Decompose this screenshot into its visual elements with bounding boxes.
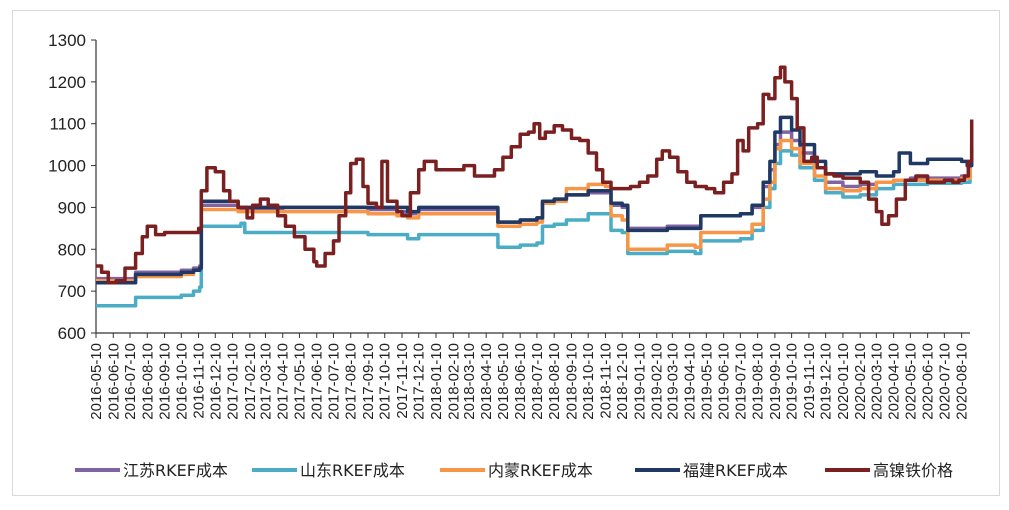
chart-frame bbox=[12, 10, 1000, 496]
x-tick-label: 2017-06-10 bbox=[309, 343, 326, 420]
x-tick-label: 2020-02-10 bbox=[852, 343, 869, 420]
series-layer bbox=[96, 65, 974, 308]
x-tick-label: 2019-09-10 bbox=[767, 343, 784, 420]
x-tick-label: 2016-08-10 bbox=[139, 343, 156, 420]
x-tick-label: 2018-06-10 bbox=[512, 343, 529, 420]
legend-item: 江苏RKEF成本 bbox=[75, 461, 228, 480]
x-tick-label: 2017-08-10 bbox=[343, 343, 360, 420]
x-tick-label: 2017-05-10 bbox=[291, 343, 308, 420]
y-axis: 600 700 800 900 1000 1100 1200 1300 bbox=[48, 31, 97, 343]
x-tick-label: 2019-12-10 bbox=[818, 343, 835, 420]
x-tick-label: 2018-05-10 bbox=[495, 343, 512, 420]
series-line bbox=[96, 130, 972, 281]
x-tick-label: 2020-08-10 bbox=[954, 343, 971, 420]
x-tick-label: 2017-03-10 bbox=[257, 343, 274, 420]
x-tick-label: 2017-10-10 bbox=[377, 343, 394, 420]
y-tick-label: 1300 bbox=[48, 31, 86, 50]
x-tick-label: 2017-02-10 bbox=[242, 343, 259, 420]
x-tick-label: 2018-01-10 bbox=[428, 343, 445, 420]
x-tick-label: 2020-01-10 bbox=[835, 343, 852, 420]
x-tick-label: 2019-03-10 bbox=[664, 343, 681, 420]
x-tick-label: 2019-05-10 bbox=[698, 343, 715, 420]
x-tick-label: 2016-12-10 bbox=[207, 343, 224, 420]
series-line bbox=[96, 65, 974, 285]
x-tick-label: 2019-11-10 bbox=[801, 343, 818, 419]
x-tick-label: 2017-12-10 bbox=[411, 343, 428, 420]
legend-label: 福建RKEF成本 bbox=[683, 461, 788, 480]
legend-item: 高镍铁价格 bbox=[825, 461, 953, 480]
x-tick-label: 2016-05-10 bbox=[88, 343, 105, 420]
y-tick-label: 1200 bbox=[48, 73, 86, 92]
x-tick-label: 2020-06-10 bbox=[920, 343, 937, 420]
x-tick-label: 2020-04-10 bbox=[886, 343, 903, 420]
x-tick-label: 2020-05-10 bbox=[902, 343, 919, 420]
legend: 江苏RKEF成本 山东RKEF成本 内蒙RKEF成本 福建RKEF成本 高镍铁价格 bbox=[75, 461, 953, 480]
x-tick-label: 2017-04-10 bbox=[275, 343, 292, 420]
x-tick-label: 2018-04-10 bbox=[478, 343, 495, 420]
y-tick-label: 600 bbox=[58, 324, 86, 343]
x-tick-label: 2018-11-10 bbox=[597, 343, 614, 419]
x-tick-label: 2018-02-10 bbox=[445, 343, 462, 420]
x-tick-label: 2019-04-10 bbox=[682, 343, 699, 420]
x-tick-label: 2016-06-10 bbox=[105, 343, 122, 420]
legend-item: 内蒙RKEF成本 bbox=[440, 461, 593, 480]
x-tick-label: 2018-12-10 bbox=[614, 343, 631, 420]
x-tick-label: 2017-11-10 bbox=[394, 343, 411, 419]
x-tick-label: 2018-08-10 bbox=[546, 343, 563, 420]
x-tick-label: 2019-01-10 bbox=[631, 343, 648, 420]
y-tick-label: 800 bbox=[58, 240, 86, 259]
x-tick-label: 2018-10-10 bbox=[580, 343, 597, 420]
x-tick-label: 2017-09-10 bbox=[360, 343, 377, 420]
legend-item: 山东RKEF成本 bbox=[252, 461, 405, 480]
legend-label: 江苏RKEF成本 bbox=[123, 461, 228, 480]
x-tick-label: 2019-08-10 bbox=[750, 343, 767, 420]
series-line bbox=[96, 138, 972, 283]
legend-label: 内蒙RKEF成本 bbox=[488, 461, 593, 480]
x-tick-label: 2016-10-10 bbox=[173, 343, 190, 420]
x-tick-label: 2020-03-10 bbox=[868, 343, 885, 420]
x-tick-label: 2019-06-10 bbox=[716, 343, 733, 420]
series-line bbox=[96, 149, 972, 308]
y-tick-label: 1000 bbox=[48, 157, 86, 176]
x-tick-label: 2018-09-10 bbox=[563, 343, 580, 420]
y-tick-label: 1100 bbox=[49, 115, 86, 134]
x-tick-label: 2018-07-10 bbox=[529, 343, 546, 420]
x-tick-label: 2019-07-10 bbox=[732, 343, 749, 420]
x-axis: 2016-05-10 2016-06-10 2016-07-10 2016-08-10… bbox=[88, 332, 971, 420]
y-tick-label: 900 bbox=[58, 198, 86, 217]
x-tick-label: 2016-07-10 bbox=[122, 343, 139, 420]
x-tick-label: 2018-03-10 bbox=[461, 343, 478, 420]
x-tick-label: 2020-07-10 bbox=[936, 343, 953, 420]
x-tick-label: 2019-10-10 bbox=[784, 343, 801, 420]
x-tick-label: 2017-01-10 bbox=[225, 343, 242, 420]
series-line bbox=[96, 115, 974, 285]
y-tick-label: 700 bbox=[58, 282, 86, 301]
x-tick-label: 2016-09-10 bbox=[157, 343, 174, 420]
legend-label: 山东RKEF成本 bbox=[300, 461, 405, 480]
x-tick-label: 2019-02-10 bbox=[649, 343, 666, 420]
x-tick-label: 2017-07-10 bbox=[325, 343, 342, 420]
x-tick-label: 2016-11-10 bbox=[191, 343, 208, 419]
legend-item: 福建RKEF成本 bbox=[635, 461, 788, 480]
legend-label: 高镍铁价格 bbox=[873, 461, 953, 480]
